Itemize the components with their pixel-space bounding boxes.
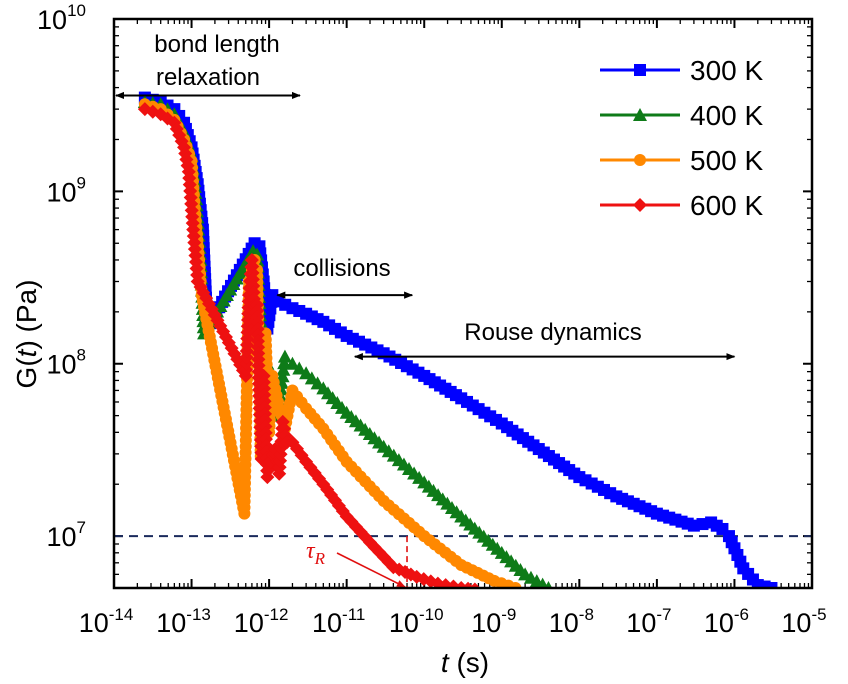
annotation-bond-length-line1: bond length xyxy=(154,31,279,58)
tau-arrow xyxy=(336,552,406,588)
data-point xyxy=(509,582,522,588)
x-tick-label: 10-5 xyxy=(781,605,826,638)
data-point xyxy=(537,577,549,588)
x-tick-label: 10-13 xyxy=(156,605,211,638)
data-point xyxy=(277,349,292,363)
series-group xyxy=(137,91,778,588)
annotation-collisions: collisions xyxy=(293,255,390,282)
tau-label: τR xyxy=(306,538,326,568)
legend-marker-600k xyxy=(633,198,647,212)
y-axis-title: G(t) (Pa) xyxy=(11,280,42,389)
data-point xyxy=(544,581,553,588)
x-tick-label: 10-6 xyxy=(704,605,749,638)
x-tick-label: 10-9 xyxy=(471,605,516,638)
plot-area: 10-14 10-13 10-12 10-11 10-10 10-9 10-8 10-7 10-… xyxy=(37,1,827,638)
legend-marker-300k xyxy=(634,64,646,76)
x-tick-label: 10-12 xyxy=(234,605,289,638)
data-point xyxy=(275,369,290,383)
data-point xyxy=(285,356,300,370)
annotation-bond-length-line2: relaxation xyxy=(156,64,260,91)
x-tick-label: 10-10 xyxy=(389,605,444,638)
annotation-rouse-dynamics: Rouse dynamics xyxy=(464,319,641,346)
series-600k xyxy=(137,102,481,588)
data-point xyxy=(751,579,764,588)
y-tick-label: 107 xyxy=(46,518,86,552)
x-axis-title: t (s) xyxy=(441,647,489,678)
data-point xyxy=(758,580,771,588)
x-tick-label: 10-8 xyxy=(549,605,594,638)
data-point xyxy=(469,582,481,588)
data-point xyxy=(765,582,778,588)
x-tick-label: 10-7 xyxy=(626,605,671,638)
x-tick-label: 10-14 xyxy=(79,605,134,638)
x-tick-label: 10-11 xyxy=(312,605,365,638)
data-point xyxy=(292,361,307,375)
legend-marker-400k xyxy=(633,108,647,121)
data-point xyxy=(254,247,267,260)
legend-label-300k: 300 K xyxy=(690,55,763,86)
legend-label-600k: 600 K xyxy=(690,190,763,221)
legend-marker-500k xyxy=(634,154,646,166)
data-point xyxy=(276,362,291,376)
legend-label-500k: 500 K xyxy=(690,145,763,176)
legend-label-400k: 400 K xyxy=(690,100,763,131)
plot-frame xyxy=(112,17,814,590)
legend: 300 K 400 K 500 K 600 K xyxy=(600,55,763,221)
y-tick-label: 109 xyxy=(46,173,86,207)
y-tick-label: 108 xyxy=(46,346,86,380)
y-tick-label: 1010 xyxy=(37,1,86,35)
